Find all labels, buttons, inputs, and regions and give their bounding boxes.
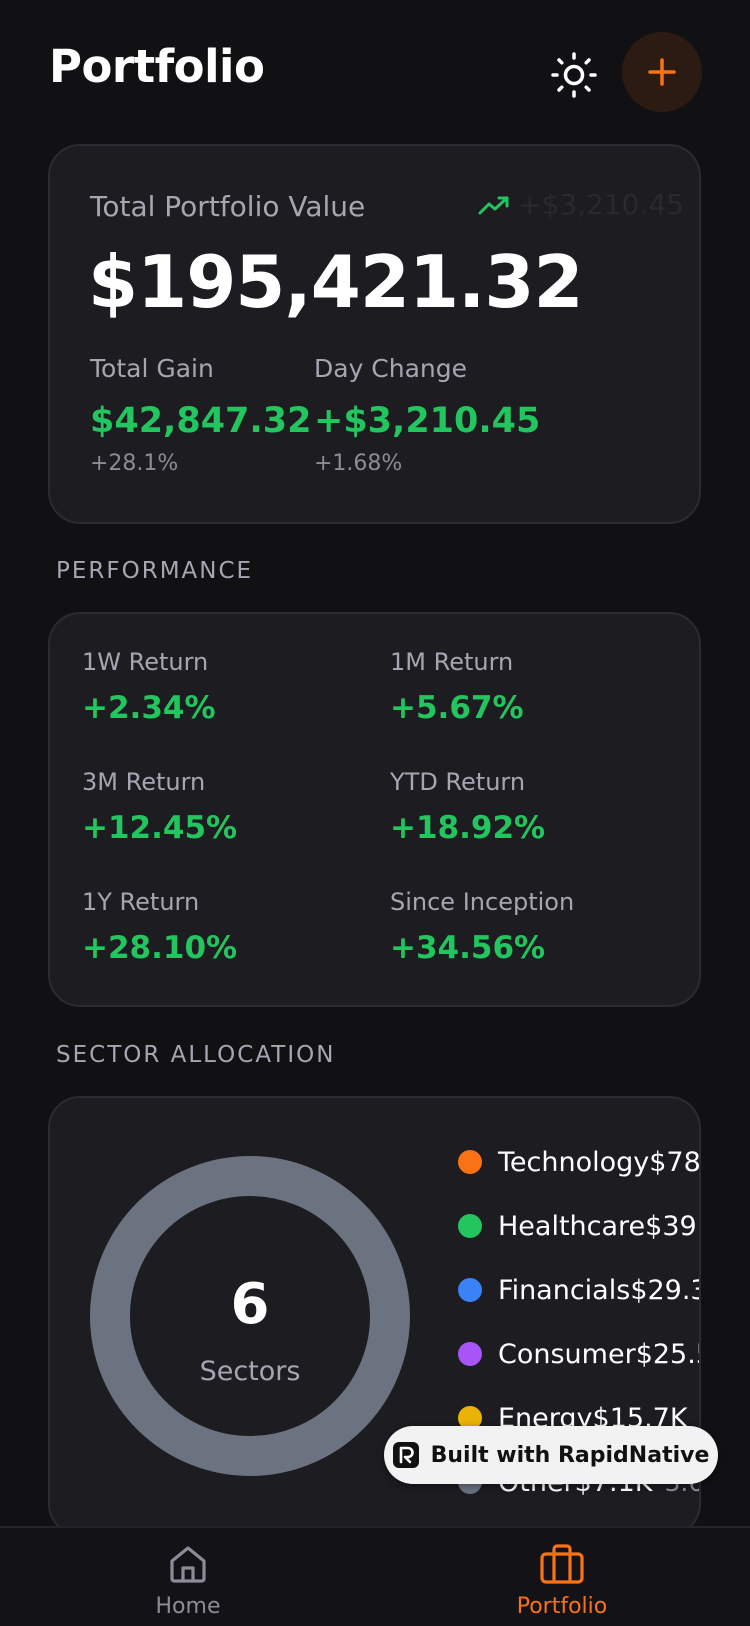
performance-card: 1W Return +2.34% 1M Return +5.67% 3M Ret… (48, 612, 701, 1007)
header: Portfolio (0, 0, 750, 140)
trend-value: +$3,210.45 (518, 188, 684, 221)
perf-item-1m: 1M Return +5.67% (390, 648, 524, 726)
perf-label: 3M Return (82, 768, 206, 796)
total-gain-percent: +28.1% (90, 451, 179, 476)
legend-name: Healthcare (498, 1210, 646, 1242)
portfolio-summary-card: Total Portfolio Value +$3,210.45 $195,42… (48, 144, 701, 524)
perf-label: 1W Return (82, 648, 209, 676)
legend-dot (458, 1278, 482, 1302)
sector-allocation-section-label: SECTOR ALLOCATION (56, 1042, 336, 1068)
legend-amount: $29.3K (630, 1274, 699, 1306)
legend-amount: $25.5K (635, 1338, 699, 1370)
legend-amount: $39.1K (645, 1210, 699, 1242)
legend-amount: $78.5K (649, 1146, 701, 1178)
legend-name: Consumer (498, 1338, 636, 1370)
sun-icon[interactable] (551, 52, 597, 98)
perf-label: YTD Return (390, 768, 526, 796)
legend-name: Technology (498, 1146, 650, 1178)
day-change-stat: Day Change +$3,210.45 +1.68% (314, 354, 540, 476)
legend-dot (458, 1214, 482, 1238)
briefcase-icon (540, 1544, 584, 1584)
perf-label: 1Y Return (82, 888, 200, 916)
tab-home[interactable]: Home (128, 1542, 248, 1619)
donut-label: Sectors (199, 1356, 301, 1387)
tab-bar: Home Portfolio (0, 1526, 750, 1626)
legend-dot (458, 1342, 482, 1366)
plus-icon (648, 58, 676, 86)
trend-indicator: +$3,210.45 (478, 188, 684, 221)
perf-value: +34.56% (390, 930, 546, 966)
perf-value: +12.45% (82, 810, 238, 846)
perf-value: +5.67% (390, 690, 524, 726)
perf-item-1w: 1W Return +2.34% (82, 648, 216, 726)
built-with-badge[interactable]: Built with RapidNative (384, 1426, 718, 1484)
legend-dot (458, 1150, 482, 1174)
donut-ring (90, 1156, 410, 1476)
tab-label: Portfolio (516, 1594, 608, 1619)
day-change-percent: +1.68% (314, 451, 403, 476)
legend-name: Financials (498, 1274, 631, 1306)
add-button[interactable] (622, 32, 702, 112)
total-value: $195,421.32 (88, 240, 584, 324)
perf-value: +28.10% (82, 930, 238, 966)
tab-label: Home (155, 1594, 221, 1619)
perf-label: 1M Return (390, 648, 514, 676)
performance-section-label: PERFORMANCE (56, 558, 254, 584)
perf-item-3m: 3M Return +12.45% (82, 768, 237, 846)
legend-item-financials: Financials $29.3K 15 (458, 1270, 699, 1310)
legend-item-healthcare: Healthcare $39.1K 2 (458, 1206, 699, 1246)
tab-portfolio[interactable]: Portfolio (502, 1542, 622, 1619)
day-change-value: +$3,210.45 (314, 401, 541, 441)
donut-chart: 6 Sectors (90, 1156, 410, 1476)
perf-item-ytd: YTD Return +18.92% (390, 768, 545, 846)
perf-value: +18.92% (390, 810, 546, 846)
total-gain-label: Total Gain (90, 354, 214, 383)
total-value-label: Total Portfolio Value (90, 190, 366, 223)
total-gain-stat: Total Gain $42,847.32 +28.1% (90, 354, 311, 476)
donut-count: 6 (230, 1272, 270, 1337)
perf-item-1y: 1Y Return +28.10% (82, 888, 237, 966)
perf-item-since-inception: Since Inception +34.56% (390, 888, 574, 966)
legend-item-technology: Technology $78.5K (458, 1142, 701, 1182)
legend-item-consumer: Consumer $25.5K 1 (458, 1334, 699, 1374)
total-gain-value: $42,847.32 (90, 401, 312, 441)
page-title: Portfolio (49, 40, 265, 93)
home-icon (170, 1546, 206, 1583)
trending-up-icon (478, 196, 509, 214)
day-change-label: Day Change (314, 354, 468, 383)
perf-label: Since Inception (390, 888, 575, 916)
badge-label: Built with RapidNative (430, 1442, 710, 1468)
perf-value: +2.34% (82, 690, 216, 726)
rapidnative-logo-icon (392, 1442, 419, 1468)
